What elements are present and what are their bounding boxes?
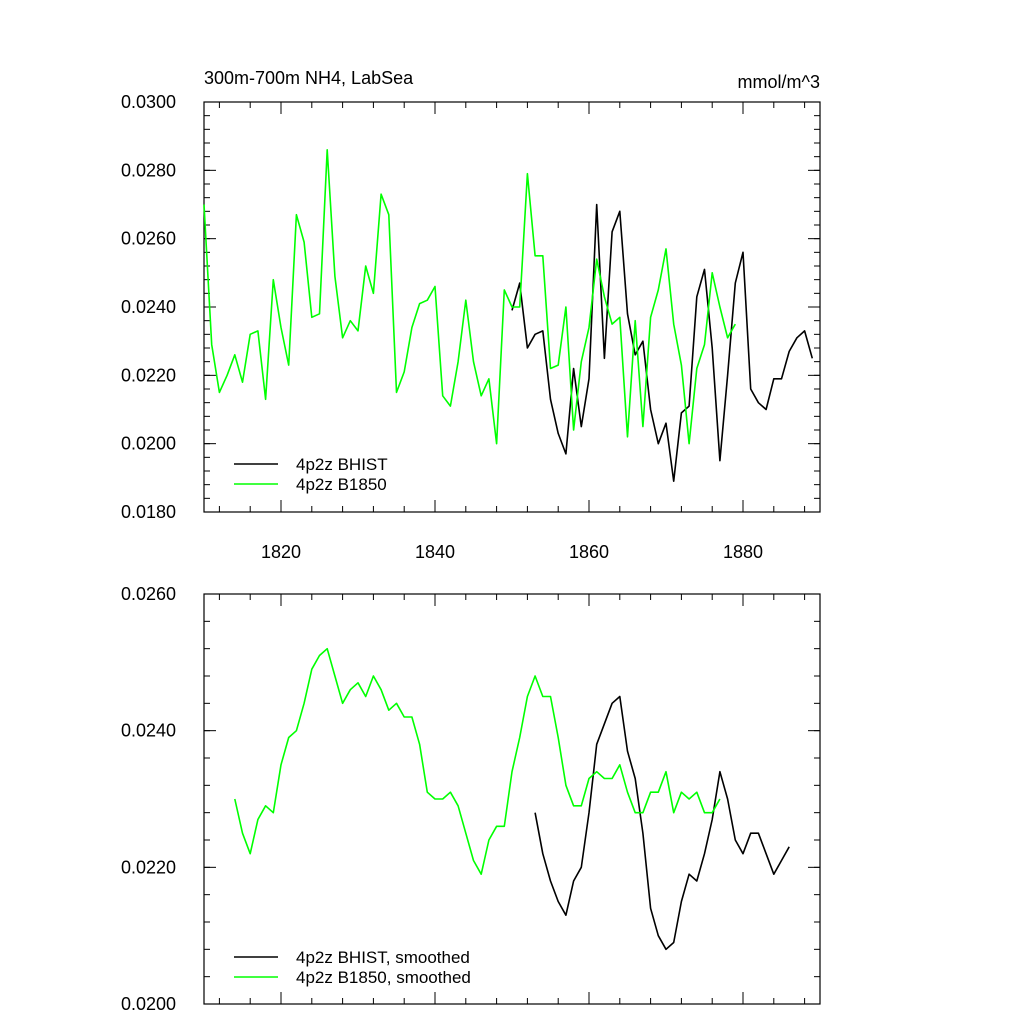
y-tick-label: 0.0260 — [121, 229, 176, 249]
legend-label-4p2z-bhist: 4p2z BHIST — [296, 455, 388, 474]
series-line-4p2z-bhist-smoothed — [534, 695, 790, 951]
y-tick-label: 0.0260 — [121, 584, 176, 604]
y-tick-label: 0.0300 — [121, 92, 176, 112]
x-tick-label: 1860 — [569, 542, 609, 562]
legend-label-4p2z-b1850-smoothed: 4p2z B1850, smoothed — [296, 968, 471, 987]
y-tick-label: 0.0240 — [121, 721, 176, 741]
bottom-panel: 0.0200 0.0220 0.0240 0.0260 4p2z BHIST, smo… — [121, 584, 821, 1014]
top-series-lines — [203, 149, 814, 483]
x-tick-label: 1820 — [261, 542, 301, 562]
x-tick-label: 1880 — [723, 542, 763, 562]
bottom-plot-frame — [203, 593, 821, 1005]
y-tick-label: 0.0280 — [121, 160, 176, 180]
y-tick-label: 0.0180 — [121, 502, 176, 522]
top-x-tick-labels: 1820 1840 1860 1880 — [261, 542, 763, 562]
legend-label-4p2z-bhist-smoothed: 4p2z BHIST, smoothed — [296, 948, 470, 967]
legend-label-4p2z-b1850: 4p2z B1850 — [296, 475, 387, 494]
bottom-y-tick-labels: 0.0200 0.0220 0.0240 0.0260 — [121, 584, 176, 1014]
y-tick-label: 0.0240 — [121, 297, 176, 317]
bottom-series-lines — [234, 647, 790, 951]
units-label: mmol/m^3 — [738, 72, 820, 92]
series-line-4p2z-b1850-smoothed — [234, 647, 721, 876]
bottom-axis-ticks — [204, 593, 820, 1005]
top-panel: 300m-700m NH4, LabSea mmol/m^3 0.01800.0… — [121, 68, 821, 562]
top-y-tick-labels: 0.0180 0.0200 0.0220 0.0240 0.0260 0.0280 0.03… — [121, 92, 176, 522]
y-tick-label: 0.0200 — [121, 994, 176, 1014]
y-tick-label: 0.0220 — [121, 365, 176, 385]
series-line-4p2z-bhist — [511, 203, 814, 483]
x-tick-label: 1840 — [415, 542, 455, 562]
y-tick-label: 0.0200 — [121, 434, 176, 454]
y-tick-label: 0.0220 — [121, 857, 176, 877]
series-line-4p2z-b1850 — [203, 149, 736, 445]
chart-title: 300m-700m NH4, LabSea — [204, 68, 414, 88]
